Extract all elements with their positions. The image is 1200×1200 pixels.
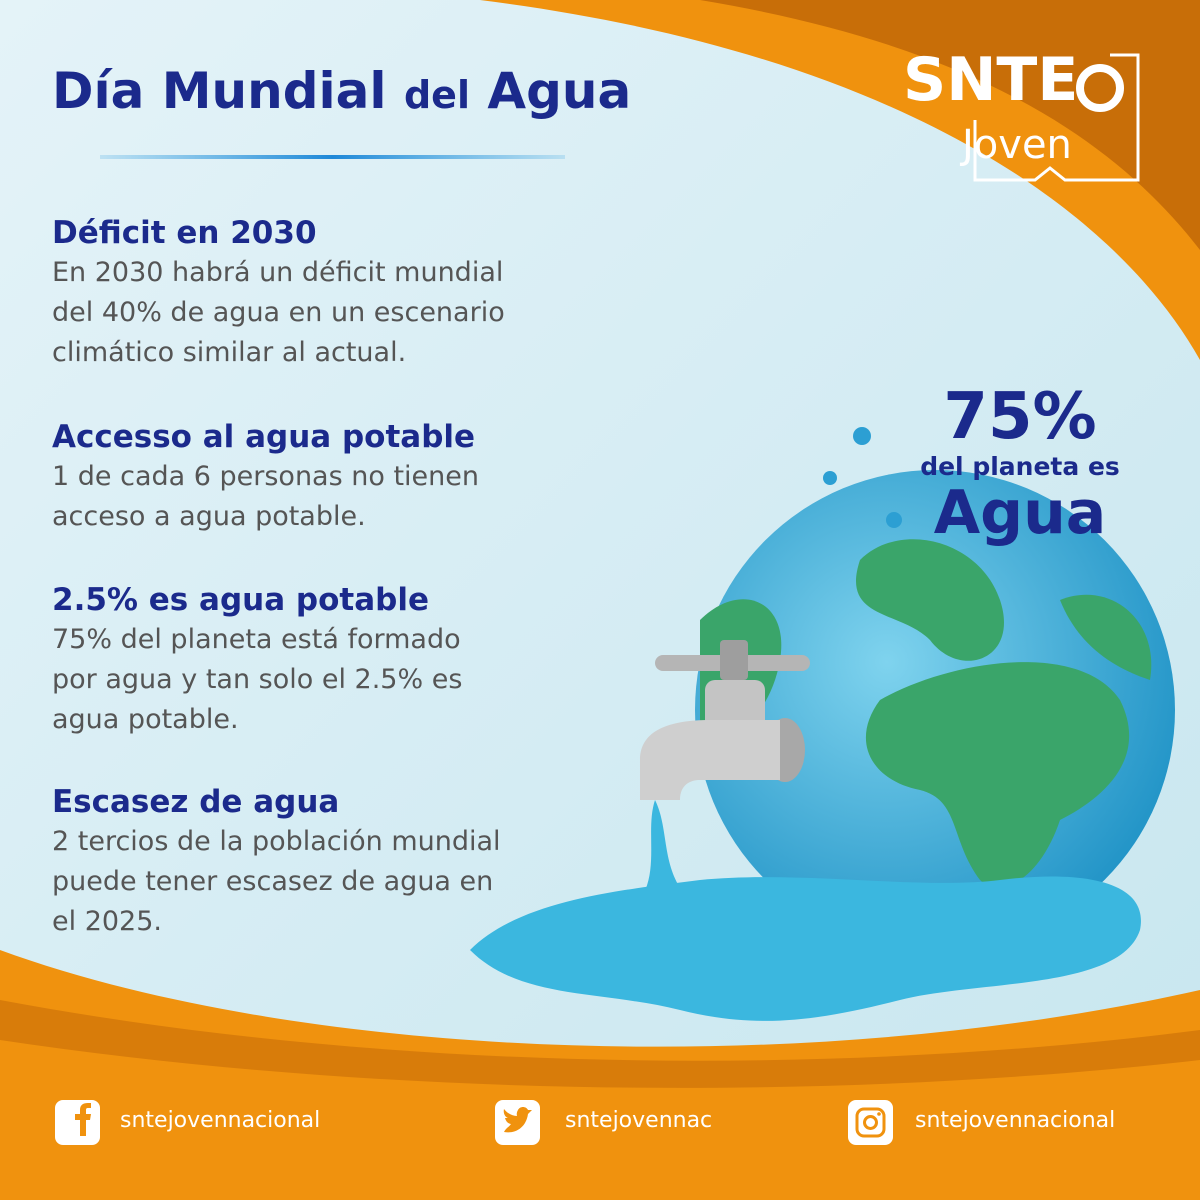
section: Déficit en 2030 En 2030 habrá un déficit … — [52, 213, 505, 373]
section: 2.5% es agua potable 75% del planeta está… — [52, 580, 462, 740]
section-heading: 2.5% es agua potable — [52, 582, 429, 618]
section-line: del 40% de agua en un escenario — [52, 297, 505, 328]
section-line: puede tener escasez de agua en — [52, 866, 494, 897]
logo-sub: Joven — [962, 122, 1072, 168]
section-line: 75% del planeta está formado — [52, 624, 461, 655]
section-line: 1 de cada 6 personas no tienen — [52, 461, 480, 492]
section-line: agua potable. — [52, 704, 239, 735]
section: Accesso al agua potable 1 de cada 6 perso… — [52, 417, 479, 537]
social-handle[interactable]: sntejovennacional — [120, 1108, 321, 1133]
section-line: el 2025. — [52, 906, 162, 937]
section-heading: Accesso al agua potable — [52, 419, 476, 455]
section-line: acceso a agua potable. — [52, 501, 366, 532]
section: Escasez de agua 2 tercios de la población… — [52, 782, 501, 942]
section-heading: Escasez de agua — [52, 784, 340, 820]
social-handle[interactable]: sntejovennacional — [915, 1108, 1116, 1133]
callout-big: 75% — [943, 380, 1097, 454]
section-line: por agua y tan solo el 2.5% es — [52, 664, 463, 695]
section-line: climático similar al actual. — [52, 337, 407, 368]
section-line: En 2030 habrá un déficit mundial — [52, 257, 504, 288]
title-part: Día Mundial — [52, 62, 387, 120]
page-title: Día Mundial del Agua — [52, 62, 631, 120]
section-line: 2 tercios de la población mundial — [52, 826, 501, 857]
title-part: Agua — [487, 62, 632, 120]
section-heading: Déficit en 2030 — [52, 215, 317, 251]
callout-bottom: Agua — [933, 478, 1107, 548]
social-handle[interactable]: sntejovennac — [565, 1108, 713, 1133]
title-part: del — [403, 73, 470, 117]
callout-middle: del planeta es — [920, 452, 1120, 481]
logo-brand: SNTE — [903, 45, 1079, 115]
